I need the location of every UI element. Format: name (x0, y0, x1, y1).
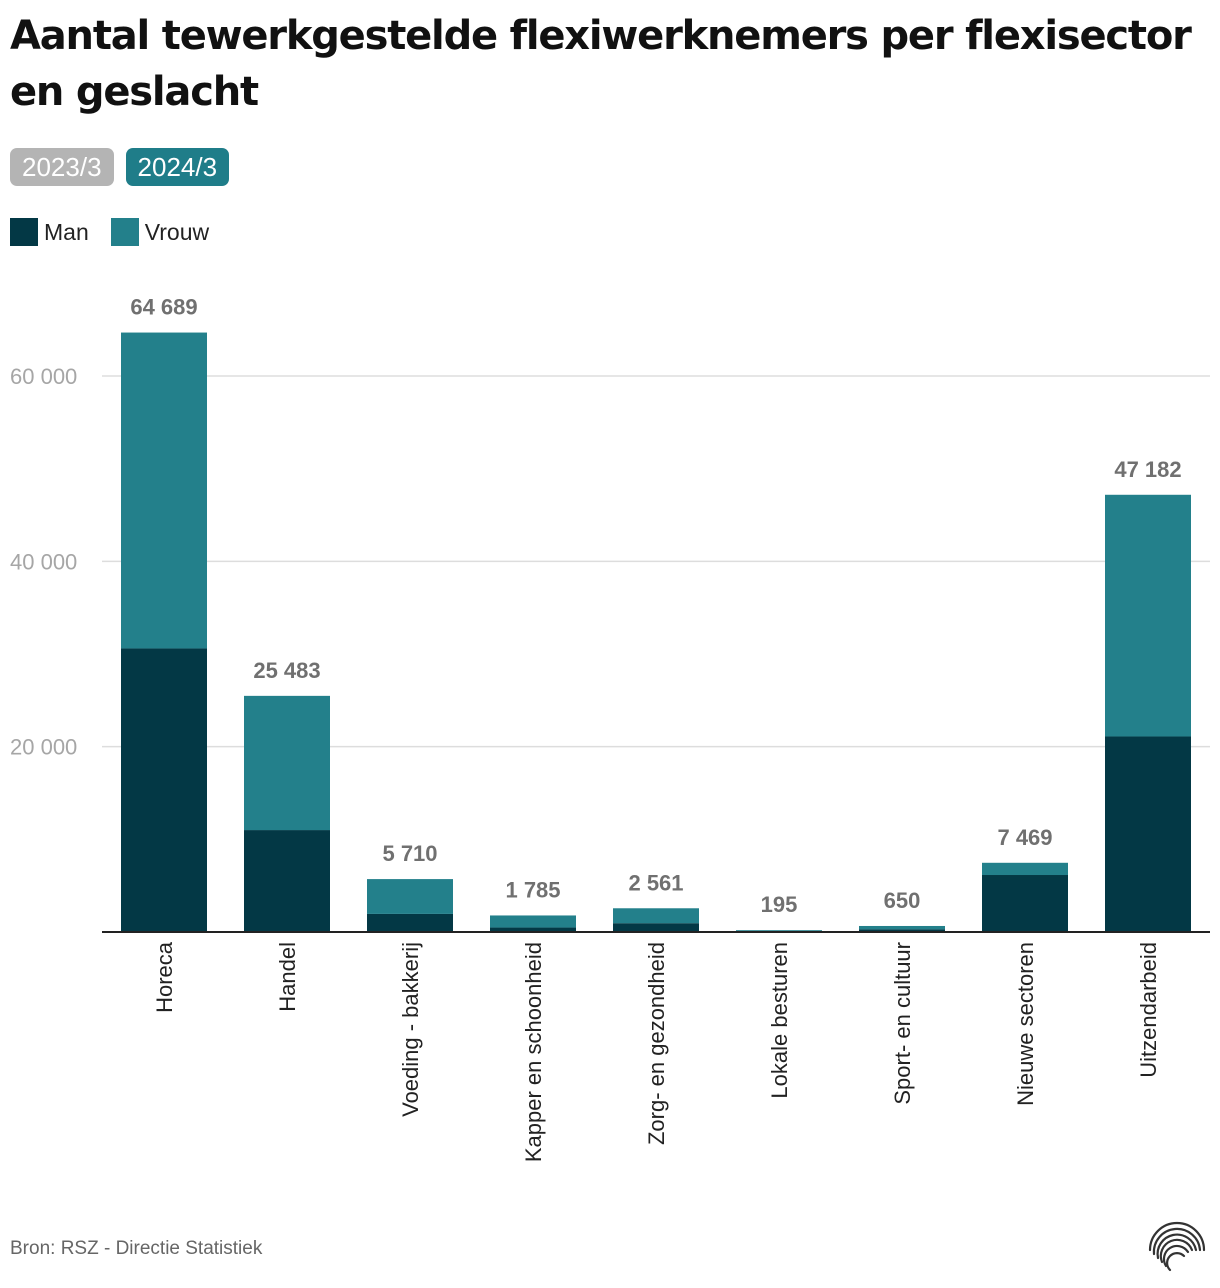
period-toggle-group: 2023/3 2024/3 (10, 148, 230, 186)
bar-vrouw (613, 908, 699, 924)
bar-vrouw (121, 332, 207, 649)
bar-man (367, 913, 453, 932)
bar-total-label: 25 483 (253, 658, 320, 683)
bar-vrouw (859, 925, 945, 930)
x-category-label: Handel (275, 942, 300, 1012)
bar-man (613, 923, 699, 932)
bar-vrouw (982, 862, 1068, 876)
bar-total-label: 7 469 (997, 825, 1052, 850)
legend-label-vrouw: Vrouw (144, 218, 210, 245)
bar-man (121, 648, 207, 932)
bar-total-label: 2 561 (628, 870, 683, 895)
bar-vrouw (1105, 494, 1191, 737)
bar-total-label: 47 182 (1114, 457, 1181, 482)
bar-total-label: 195 (761, 892, 798, 917)
legend-item-man[interactable]: Man (10, 218, 89, 246)
legend-item-vrouw[interactable]: Vrouw (110, 218, 210, 246)
y-axis-labels: 20 000 40 000 60 000 (10, 364, 77, 760)
bars (121, 332, 1191, 933)
legend-swatch-man (10, 218, 38, 246)
period-toggle-2023-3[interactable]: 2023/3 (10, 148, 114, 186)
bar-man (859, 929, 945, 932)
bar-man (982, 875, 1068, 932)
x-category-label: Zorg- en gezondheid (644, 942, 669, 1145)
x-category-label: Uitzendarbeid (1136, 942, 1161, 1078)
stacked-bar-chart: 20 000 40 000 60 000 64 689 25 483 5 710 1 78… (10, 295, 1210, 1162)
legend-label-man: Man (44, 218, 89, 245)
bar-vrouw (736, 930, 822, 932)
chart-legend: Man Vrouw (10, 218, 209, 246)
x-category-label: Lokale besturen (767, 942, 792, 1099)
bar-vrouw (367, 879, 453, 914)
bar-vrouw (490, 915, 576, 928)
y-tick-label: 40 000 (10, 549, 77, 574)
x-category-label: Voeding - bakkerij (398, 942, 423, 1117)
y-tick-label: 60 000 (10, 364, 77, 389)
bar-total-label: 1 785 (505, 877, 560, 902)
legend-swatch-vrouw (110, 218, 139, 246)
x-category-label: Nieuwe sectoren (1013, 942, 1038, 1106)
chart-title: Aantal tewerkgestelde flexiwerknemers pe… (10, 13, 1192, 115)
x-category-label: Sport- en cultuur (890, 942, 915, 1105)
bar-total-label: 64 689 (130, 295, 197, 320)
bar-vrouw (244, 695, 330, 831)
bar-man (490, 927, 576, 932)
x-category-label: Kapper en schoonheid (521, 942, 546, 1162)
gridlines (102, 375, 1210, 748)
total-labels: 64 689 25 483 5 710 1 785 2 561 195 650 7 469 47… (130, 295, 1181, 918)
bar-total-label: 650 (884, 888, 921, 913)
bar-total-label: 5 710 (382, 841, 437, 866)
period-toggle-2024-3[interactable]: 2024/3 (125, 148, 230, 186)
bar-man (1105, 736, 1191, 932)
rsz-logo-icon (1148, 1221, 1206, 1272)
x-category-label: Horeca (152, 941, 177, 1013)
y-tick-label: 20 000 (10, 735, 77, 760)
source-note: Bron: RSZ - Directie Statistiek (10, 1238, 263, 1259)
x-axis-labels: Horeca Handel Voeding - bakkerij Kapper en … (152, 941, 1161, 1162)
bar-man (244, 830, 330, 932)
